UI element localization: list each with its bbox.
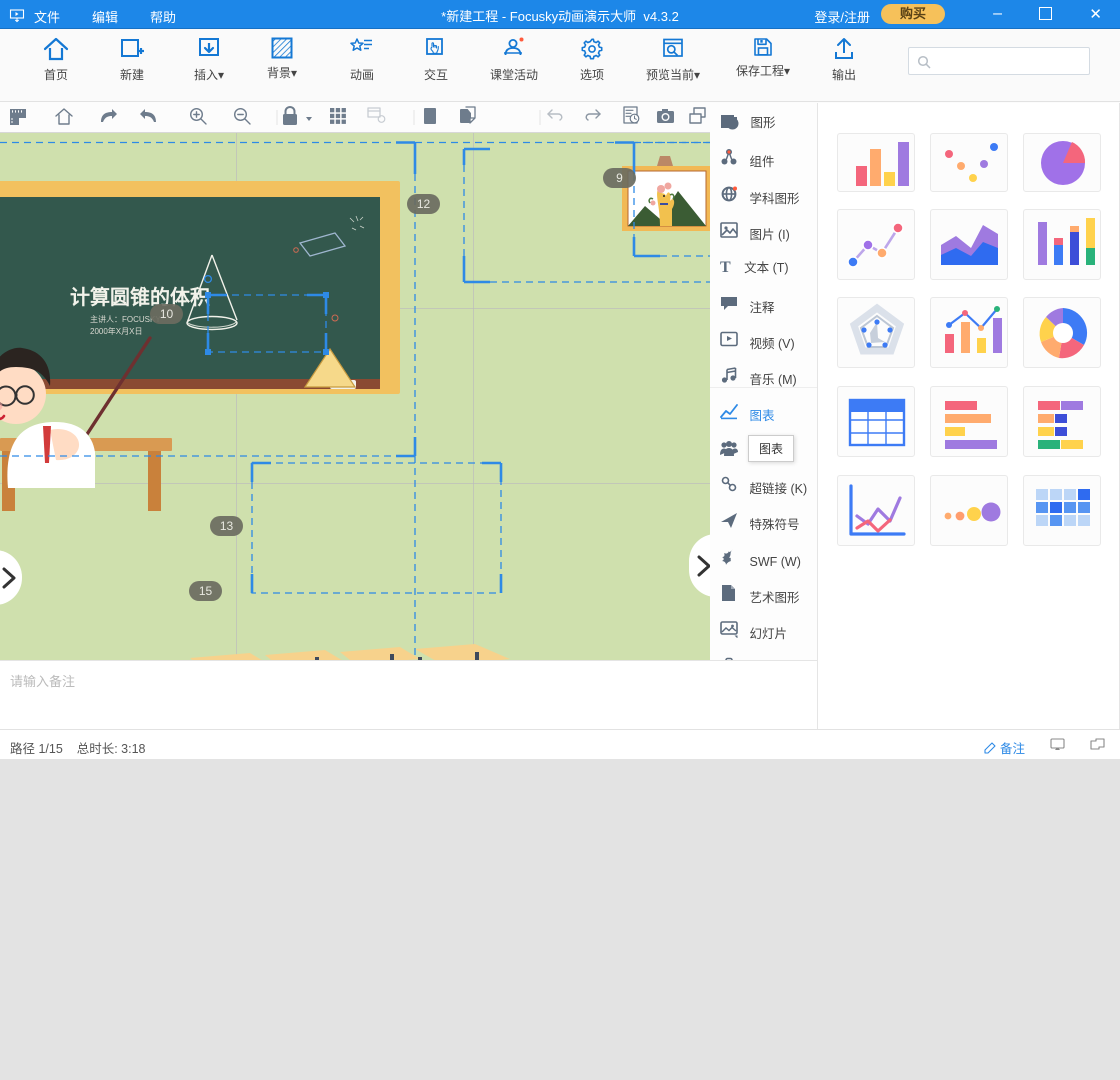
svg-text:13: 13 (220, 519, 234, 533)
svg-text:12: 12 (417, 197, 431, 211)
svg-text:15: 15 (199, 584, 213, 598)
